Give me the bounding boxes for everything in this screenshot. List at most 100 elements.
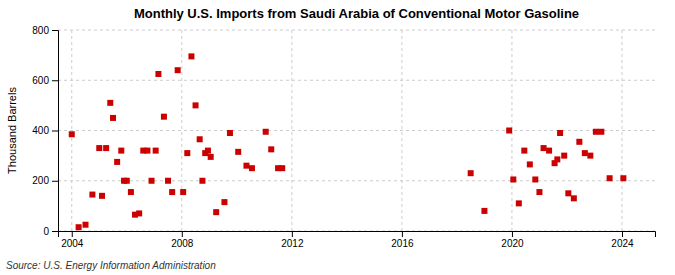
point bbox=[197, 136, 203, 142]
y-tick: 200 bbox=[32, 175, 58, 186]
point bbox=[144, 148, 150, 154]
point bbox=[620, 175, 626, 181]
point bbox=[76, 224, 82, 230]
x-tick: 2012 bbox=[281, 231, 304, 249]
point bbox=[103, 145, 109, 151]
point bbox=[193, 102, 199, 108]
x-tick-mark bbox=[622, 231, 623, 237]
x-tick-label: 2012 bbox=[281, 238, 304, 249]
y-grid-line bbox=[58, 30, 655, 31]
point bbox=[243, 163, 249, 169]
y-axis-line bbox=[52, 31, 59, 232]
y-tick: 0 bbox=[43, 226, 58, 237]
x-tick-label: 2016 bbox=[391, 238, 414, 249]
y-tick-mark bbox=[52, 131, 58, 132]
source: Source: U.S. Energy Information Administ… bbox=[6, 260, 216, 271]
y-tick: 800 bbox=[32, 25, 58, 36]
point bbox=[561, 153, 567, 159]
point bbox=[227, 130, 233, 136]
point bbox=[96, 145, 102, 151]
point bbox=[161, 114, 167, 120]
y-axis-title: Thousand Barrels bbox=[6, 87, 18, 174]
y-tick-label: 600 bbox=[32, 75, 49, 86]
point bbox=[593, 129, 599, 135]
point bbox=[107, 100, 113, 106]
point bbox=[83, 222, 89, 228]
point bbox=[468, 170, 474, 176]
point bbox=[557, 130, 563, 136]
point bbox=[149, 178, 155, 184]
y-tick-mark bbox=[52, 181, 58, 182]
x-tick-label: 2004 bbox=[61, 238, 84, 249]
x-tick-label: 2008 bbox=[171, 238, 194, 249]
x-grid-line bbox=[181, 30, 182, 231]
y-tick-label: 800 bbox=[32, 25, 49, 36]
point bbox=[541, 145, 547, 151]
x-axis-line bbox=[59, 232, 656, 238]
y-tick-label: 0 bbox=[43, 226, 49, 237]
point bbox=[607, 175, 613, 181]
point bbox=[199, 178, 205, 184]
point bbox=[99, 193, 105, 199]
x-tick: 2016 bbox=[391, 231, 414, 249]
x-tick-label: 2024 bbox=[611, 238, 634, 249]
x-tick: 2008 bbox=[171, 231, 194, 249]
x-tick-mark bbox=[292, 231, 293, 237]
grid bbox=[58, 30, 655, 231]
point bbox=[571, 195, 577, 201]
point bbox=[128, 189, 134, 195]
point bbox=[205, 148, 211, 154]
point bbox=[582, 150, 588, 156]
point bbox=[136, 210, 142, 216]
x-tick: 2020 bbox=[501, 231, 524, 249]
point bbox=[263, 129, 269, 135]
point bbox=[279, 165, 285, 171]
x-grid-line bbox=[621, 30, 622, 231]
point bbox=[213, 209, 219, 215]
y-axis: 0 200 400 600 800 bbox=[32, 25, 58, 237]
y-tick: 400 bbox=[32, 125, 58, 136]
x-tick-mark bbox=[512, 231, 513, 237]
y-grid-line bbox=[58, 180, 655, 181]
point bbox=[268, 146, 274, 152]
point bbox=[527, 161, 533, 167]
point bbox=[536, 189, 542, 195]
x-tick-mark bbox=[182, 231, 183, 237]
point bbox=[118, 148, 124, 154]
point bbox=[89, 192, 95, 198]
point bbox=[532, 176, 538, 182]
point bbox=[587, 153, 593, 159]
point bbox=[554, 156, 560, 162]
point bbox=[155, 71, 161, 77]
x-axis: 2004 2008 2012 2016 2020 2024 bbox=[59, 231, 656, 249]
point bbox=[516, 200, 522, 206]
point bbox=[598, 129, 604, 135]
point bbox=[576, 139, 582, 145]
point bbox=[110, 115, 116, 121]
x-tick: 2004 bbox=[61, 231, 84, 249]
point bbox=[175, 67, 181, 73]
y-tick-mark bbox=[52, 80, 58, 81]
chart: 2004 2008 2012 2016 2020 2024 0 200 400 600 800 Mon… bbox=[0, 0, 675, 275]
point bbox=[165, 178, 171, 184]
x-tick: 2024 bbox=[611, 231, 634, 249]
y-tick-mark bbox=[52, 30, 58, 31]
y-grid-line bbox=[58, 130, 655, 131]
x-grid-line bbox=[291, 30, 292, 231]
point bbox=[565, 190, 571, 196]
x-tick-label: 2020 bbox=[501, 238, 524, 249]
point bbox=[114, 159, 120, 165]
x-tick-mark bbox=[72, 231, 73, 237]
point bbox=[221, 199, 227, 205]
x-grid-line bbox=[401, 30, 402, 231]
point bbox=[180, 189, 186, 195]
point bbox=[169, 189, 175, 195]
point bbox=[481, 208, 487, 214]
point bbox=[184, 150, 190, 156]
point bbox=[249, 165, 255, 171]
x-grid-line bbox=[71, 30, 72, 231]
title: Monthly U.S. Imports from Saudi Arabia o… bbox=[134, 6, 579, 21]
point bbox=[124, 178, 130, 184]
y-tick-label: 400 bbox=[32, 125, 49, 136]
y-tick-mark bbox=[52, 231, 58, 232]
